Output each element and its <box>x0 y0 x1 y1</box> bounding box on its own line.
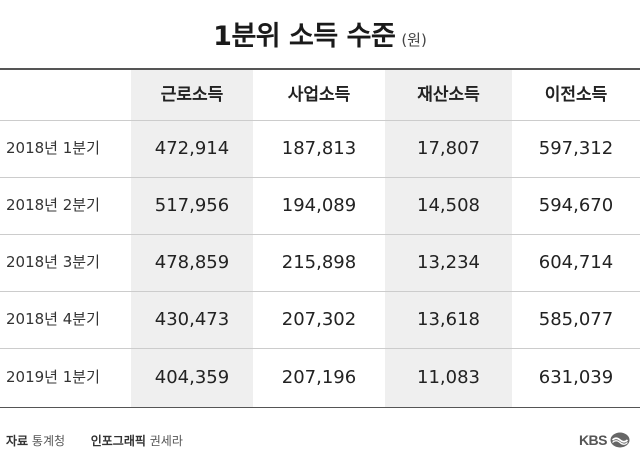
footer-credits: 자료 통계청 인포그래픽 권세라 <box>6 432 183 449</box>
logo-text: KBS <box>578 432 608 448</box>
row-divider <box>0 177 640 178</box>
table-row: 2018년 3분기 478,859 215,898 13,234 604,714 <box>0 234 640 291</box>
table-row: 2018년 4분기 430,473 207,302 13,618 585,077 <box>0 291 640 348</box>
shaded-column-1 <box>131 70 253 408</box>
graphic-author: 권세라 <box>149 434 183 448</box>
row-label: 2018년 4분기 <box>6 310 100 328</box>
table-cell: 194,089 <box>281 195 357 216</box>
top-rule <box>0 68 640 70</box>
table-cell: 207,302 <box>281 309 357 330</box>
table-cell: 604,714 <box>538 252 614 273</box>
table-cell: 594,670 <box>538 195 614 216</box>
unit-label: (원) <box>401 31 427 49</box>
row-divider <box>0 348 640 349</box>
row-divider <box>0 120 640 121</box>
title-row: 1분위 소득 수준 (원) <box>0 14 640 53</box>
table-cell: 17,807 <box>417 138 480 159</box>
row-divider <box>0 234 640 235</box>
table-cell: 13,618 <box>417 309 480 330</box>
table-cell: 430,473 <box>154 309 230 330</box>
table-cell: 13,234 <box>417 252 480 273</box>
logo-mark-icon <box>610 432 630 448</box>
table-cell: 472,914 <box>154 138 230 159</box>
column-header: 근로소득 <box>160 85 224 105</box>
source-text: 통계청 <box>31 434 66 448</box>
shaded-column-3 <box>385 70 512 408</box>
table-cell: 517,956 <box>154 195 230 216</box>
table-row: 2019년 1분기 404,359 207,196 11,083 631,039 <box>0 349 640 406</box>
column-header: 이전소득 <box>544 85 608 105</box>
source-label: 자료 <box>6 434 29 448</box>
table-cell: 631,039 <box>538 367 614 388</box>
table-cell: 585,077 <box>538 309 614 330</box>
row-label: 2018년 1분기 <box>6 139 100 157</box>
row-divider <box>0 291 640 292</box>
column-header: 재산소득 <box>417 85 480 105</box>
bottom-rule <box>0 407 640 408</box>
graphic-label: 인포그래픽 <box>90 434 146 448</box>
table-cell: 207,196 <box>281 367 357 388</box>
kbs-logo: KBS <box>579 430 630 450</box>
table-cell: 187,813 <box>281 138 357 159</box>
table-cell: 404,359 <box>154 367 230 388</box>
table-cell: 478,859 <box>154 252 230 273</box>
column-header: 사업소득 <box>287 85 351 105</box>
row-label: 2018년 3분기 <box>6 253 100 271</box>
table-header: 근로소득 사업소득 재산소득 이전소득 <box>0 70 640 120</box>
table-cell: 11,083 <box>417 367 480 388</box>
row-label: 2018년 2분기 <box>6 196 100 214</box>
table-cell: 597,312 <box>538 138 614 159</box>
page-title: 1분위 소득 수준 <box>213 21 396 52</box>
table-row: 2018년 2분기 517,956 194,089 14,508 594,670 <box>0 177 640 234</box>
table-cell: 215,898 <box>281 252 357 273</box>
table-row: 2018년 1분기 472,914 187,813 17,807 597,312 <box>0 120 640 177</box>
row-label: 2019년 1분기 <box>6 368 100 386</box>
table-cell: 14,508 <box>417 195 480 216</box>
